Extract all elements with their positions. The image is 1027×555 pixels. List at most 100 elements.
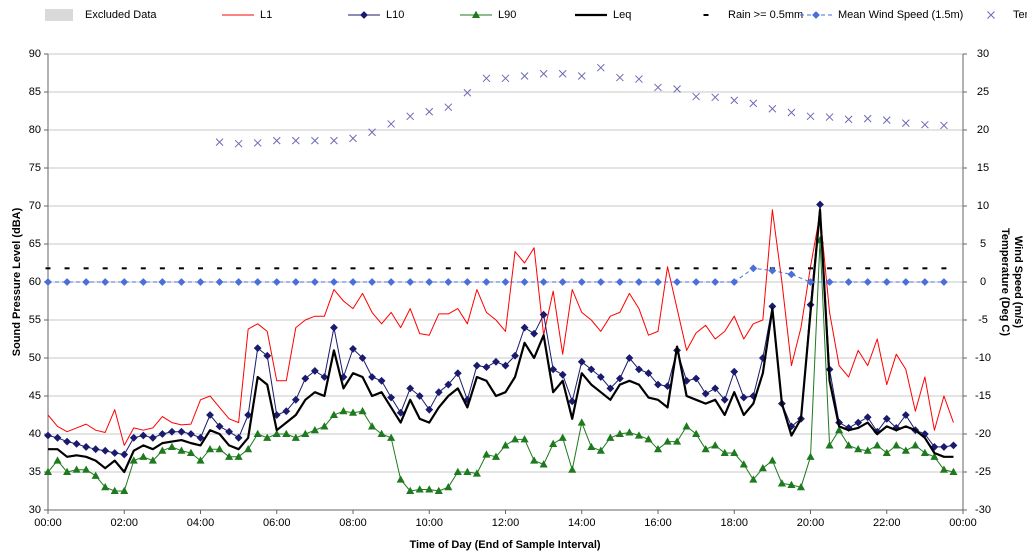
data-point (215, 422, 224, 431)
x-tick-label: 18:00 (720, 517, 748, 529)
data-point (291, 278, 300, 286)
data-point (739, 393, 748, 402)
legend-label: Rain >= 0.5mm (728, 9, 803, 21)
data-point (749, 475, 758, 483)
data-point (539, 460, 548, 468)
data-point (330, 278, 338, 286)
x-tick-label: 06:00 (263, 517, 291, 529)
data-point (330, 136, 338, 145)
y2-tick-label: 20 (977, 124, 989, 136)
data-point (329, 410, 338, 419)
legend-label: Leq (613, 9, 631, 21)
data-point (368, 373, 376, 381)
data-point (596, 63, 605, 72)
y-tick-label: 70 (29, 200, 41, 212)
data-point (177, 278, 186, 286)
legend-label: L90 (498, 9, 516, 21)
data-point (825, 441, 834, 449)
y-tick-label: 35 (29, 466, 41, 478)
legend-marker (471, 10, 481, 19)
data-point (91, 445, 100, 454)
data-point (644, 435, 653, 443)
data-point (730, 367, 739, 376)
x-tick-label: 04:00 (187, 517, 215, 529)
data-point (787, 480, 796, 488)
data-point (921, 120, 929, 129)
data-point (530, 329, 539, 338)
data-point (72, 439, 81, 448)
y-tick-label: 90 (29, 48, 41, 60)
data-point (825, 278, 834, 286)
data-point (63, 278, 71, 286)
data-point (349, 134, 357, 143)
legend-label: Excluded Data (85, 9, 157, 21)
data-point (730, 448, 739, 457)
data-point (920, 448, 929, 457)
data-point (225, 452, 234, 460)
y-tick-label: 40 (29, 428, 41, 440)
data-point (320, 373, 329, 381)
data-point (253, 344, 262, 353)
x-tick-label: 22:00 (873, 517, 901, 529)
data-point (720, 395, 729, 404)
y2-axis-title: Wind Speed (m/s) (1012, 236, 1024, 329)
y2-tick-label: 30 (977, 48, 989, 60)
data-point (920, 278, 929, 286)
y2-tick-label: -5 (978, 314, 988, 326)
data-point (301, 374, 310, 383)
data-point (310, 278, 319, 286)
data-point (558, 69, 567, 78)
legend-swatch (45, 9, 73, 21)
data-point (882, 448, 891, 457)
data-point (406, 486, 415, 495)
data-point (568, 465, 577, 473)
y2-tick-label: -10 (975, 352, 991, 364)
data-point (91, 471, 100, 479)
data-point (777, 479, 786, 487)
x-tick-label: 00:00 (34, 517, 62, 529)
legend: Excluded Data L1 L10 L90 Leq Rain >= 0.5mm Mea… (45, 9, 1027, 21)
data-point (501, 361, 510, 370)
data-point (491, 452, 501, 460)
data-point (167, 442, 176, 450)
data-point (882, 414, 891, 423)
data-point (72, 465, 81, 473)
data-point (444, 380, 453, 389)
data-point (129, 433, 138, 442)
data-point (53, 433, 62, 442)
data-point (654, 380, 662, 389)
data-point (453, 467, 462, 476)
data-point (368, 278, 376, 286)
data-point (615, 429, 624, 438)
data-point (396, 475, 405, 483)
data-point (482, 363, 491, 372)
legend-label: Temp (1013, 9, 1027, 21)
data-point (272, 136, 281, 145)
data-point (501, 74, 510, 83)
data-point (511, 351, 519, 360)
data-point (768, 104, 777, 113)
data-point (720, 448, 729, 457)
data-point (587, 365, 596, 374)
data-point (234, 433, 243, 442)
data-point (940, 443, 948, 451)
data-point (139, 452, 148, 460)
data-point (482, 450, 491, 458)
data-point (949, 441, 958, 450)
x-axis-title: Time of Day (End of Sample Interval) (409, 539, 600, 551)
data-point (120, 278, 129, 286)
data-point (549, 365, 558, 374)
legend-label: L10 (386, 9, 404, 21)
data-point (415, 485, 424, 493)
legend-item: L1 (222, 9, 272, 21)
data-point (692, 429, 701, 438)
data-point (349, 344, 357, 353)
x-tick-label: 14:00 (568, 517, 596, 529)
data-point (549, 439, 558, 447)
data-point (82, 278, 91, 286)
data-point (711, 384, 720, 393)
data-point (215, 278, 224, 286)
legend-item: Rain >= 0.5mm (703, 9, 803, 21)
legend-label: Mean Wind Speed (1.5m) (838, 9, 963, 21)
data-point (244, 444, 253, 453)
